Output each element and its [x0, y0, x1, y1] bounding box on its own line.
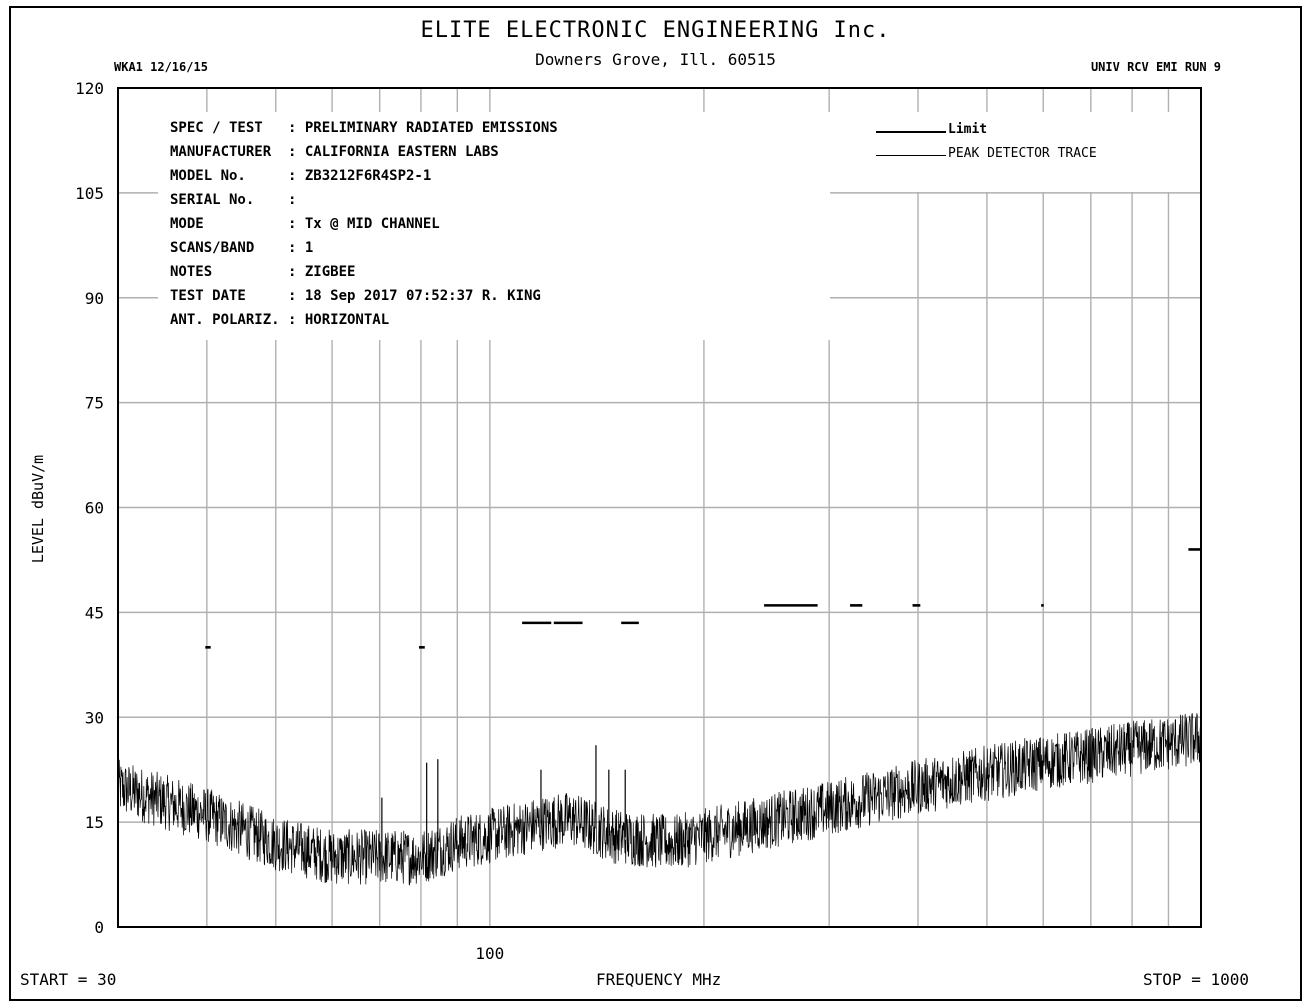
info-key: MODE — [170, 216, 204, 232]
y-tick-label: 75 — [85, 394, 104, 413]
info-value: : Tx @ MID CHANNEL — [288, 216, 440, 232]
legend-box-background — [832, 112, 1200, 192]
info-row: ANT. POLARIZ. : HORIZONTAL — [170, 308, 558, 332]
y-tick-label: 0 — [94, 918, 104, 937]
peak-detector-trace — [117, 713, 1202, 886]
info-box-background — [158, 112, 830, 340]
legend-swatch-thick — [876, 131, 946, 133]
y-axis-label: LEVEL dBuV/m — [29, 454, 47, 564]
x-axis-label: FREQUENCY MHz — [596, 970, 722, 989]
y-tick-label: 30 — [85, 708, 104, 727]
y-tick-label: 120 — [75, 79, 104, 98]
info-key: ANT. POLARIZ. — [170, 312, 280, 328]
right-tag: UNIV RCV EMI RUN 9 — [1090, 60, 1221, 74]
info-value: : PRELIMINARY RADIATED EMISSIONS — [288, 120, 558, 136]
info-row: SCANS/BAND : 1 — [170, 236, 558, 260]
info-key: SPEC / TEST — [170, 120, 263, 136]
info-row: NOTES : ZIGBEE — [170, 260, 558, 284]
legend-label: PEAK DETECTOR TRACE — [948, 146, 1097, 161]
info-row: MANUFACTURER : CALIFORNIA EASTERN LABS — [170, 140, 558, 164]
info-value: : CALIFORNIA EASTERN LABS — [288, 144, 499, 160]
y-tick-label: 90 — [85, 289, 104, 308]
stop-frequency: STOP = 1000 — [1143, 970, 1249, 989]
info-key: SCANS/BAND — [170, 240, 255, 256]
info-value: : ZB3212F6R4SP2-1 — [288, 168, 432, 184]
info-value: : HORIZONTAL — [288, 312, 390, 328]
test-info-block: SPEC / TEST : PRELIMINARY RADIATED EMISSI… — [170, 116, 558, 332]
info-value: : — [288, 192, 297, 208]
legend-label: Limit — [948, 122, 988, 137]
info-key: MODEL No. — [170, 168, 246, 184]
info-key: NOTES — [170, 264, 213, 280]
info-key: TEST DATE — [170, 288, 246, 304]
info-key: SERIAL No. — [170, 192, 255, 208]
info-row: MODE : Tx @ MID CHANNEL — [170, 212, 558, 236]
info-row: SERIAL No.: — [170, 188, 558, 212]
info-value: : ZIGBEE — [288, 264, 356, 280]
left-tag: WKA1 12/16/15 — [114, 60, 208, 74]
y-tick-label: 15 — [85, 813, 104, 832]
plot-frame — [117, 87, 1202, 928]
info-key: MANUFACTURER — [170, 144, 272, 160]
report-subtitle: Downers Grove, Ill. 60515 — [535, 50, 776, 69]
info-row: MODEL No. : ZB3212F6R4SP2-1 — [170, 164, 558, 188]
y-tick-label: 105 — [75, 184, 104, 203]
info-row: SPEC / TEST : PRELIMINARY RADIATED EMISSI… — [170, 116, 558, 140]
legend-swatch-thin — [876, 155, 946, 156]
page-border — [9, 6, 1302, 1001]
info-value: : 1 — [288, 240, 314, 256]
info-value: : 18 Sep 2017 07:52:37 R. KING — [288, 288, 541, 304]
x-tick-label: 100 — [475, 944, 504, 963]
start-frequency: START = 30 — [20, 970, 117, 989]
report-title: ELITE ELECTRONIC ENGINEERING Inc. — [420, 18, 891, 43]
y-tick-label: 45 — [85, 603, 104, 622]
y-tick-label: 60 — [85, 499, 104, 518]
info-row: TEST DATE : 18 Sep 2017 07:52:37 R. KING — [170, 284, 558, 308]
